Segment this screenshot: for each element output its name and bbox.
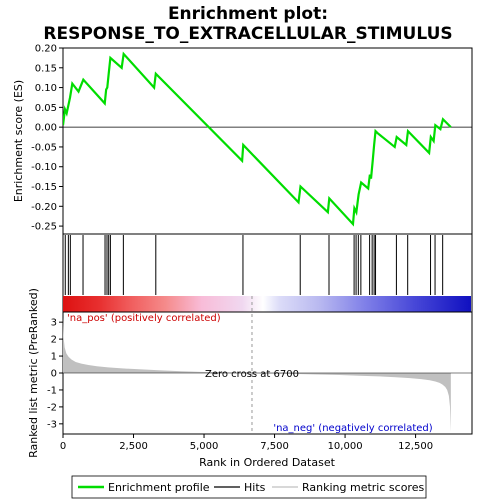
metric-x-tick-label: 7,500 <box>260 441 289 452</box>
ranked-metric-area <box>63 317 451 433</box>
metric-x-tick-label: 10,000 <box>328 441 363 452</box>
metric-y-tick-label: 1 <box>51 352 57 363</box>
legend-label: Enrichment profile <box>108 481 210 494</box>
metric-y-tick-label: 3 <box>51 318 57 329</box>
metric-y-axis: -3 -2 -1 0 1 2 3 <box>47 318 63 430</box>
es-y-tick-label: -0.25 <box>31 222 57 233</box>
ranking-heat-bar <box>63 296 471 312</box>
positive-correlation-label: 'na_pos' (positively correlated) <box>67 313 221 324</box>
es-series-line <box>63 51 452 227</box>
es-y-tick-label: -0.10 <box>31 162 57 173</box>
es-y-tick-label: -0.15 <box>31 182 57 193</box>
es-y-tick-label: -0.20 <box>31 202 57 213</box>
es-y-tick-label: 0.00 <box>35 123 57 134</box>
es-plot-frame <box>62 47 473 235</box>
zero-cross-label: Zero cross at 6700 <box>205 369 299 380</box>
es-y-axis-label: Enrichment score (ES) <box>12 80 25 202</box>
metric-y-tick-label: 0 <box>51 369 57 380</box>
es-y-tick-label: 0.05 <box>35 103 57 114</box>
chart-title-line1: Enrichment plot: <box>168 4 328 24</box>
metric-x-axis-label: Rank in Ordered Dataset <box>199 456 336 469</box>
es-y-axis: -0.25 -0.20 -0.15 -0.10 -0.05 0.00 0.05 0.10 0.1… <box>31 44 63 233</box>
legend-box <box>71 475 427 499</box>
metric-x-axis: 0 2,500 5,000 7,500 10,000 12,500 <box>60 434 433 452</box>
metric-y-tick-label: -2 <box>47 402 57 413</box>
legend-label: Ranking metric scores <box>302 481 424 494</box>
legend-label: Hits <box>244 481 266 494</box>
metric-x-tick-label: 0 <box>60 441 66 452</box>
negative-correlation-label: 'na_neg' (negatively correlated) <box>273 423 432 434</box>
metric-x-tick-label: 12,500 <box>398 441 433 452</box>
metric-y-tick-label: -3 <box>47 419 57 430</box>
es-y-tick-label: 0.20 <box>35 44 57 55</box>
chart-title-line2: RESPONSE_TO_EXTRACELLULAR_STIMULUS <box>43 24 452 44</box>
metric-x-tick-label: 2,500 <box>119 441 148 452</box>
metric-x-tick-label: 5,000 <box>190 441 219 452</box>
legend: Enrichment profile Hits Ranking metric sco… <box>78 481 424 494</box>
metric-y-axis-label: Ranked list metric (PreRanked) <box>27 288 40 458</box>
hits-marks <box>64 235 444 295</box>
metric-y-tick-label: -1 <box>47 385 57 396</box>
metric-y-tick-label: 2 <box>51 335 57 346</box>
es-y-tick-label: 0.10 <box>35 83 57 94</box>
es-y-tick-label: 0.15 <box>35 63 57 74</box>
es-y-tick-label: -0.05 <box>31 142 57 153</box>
